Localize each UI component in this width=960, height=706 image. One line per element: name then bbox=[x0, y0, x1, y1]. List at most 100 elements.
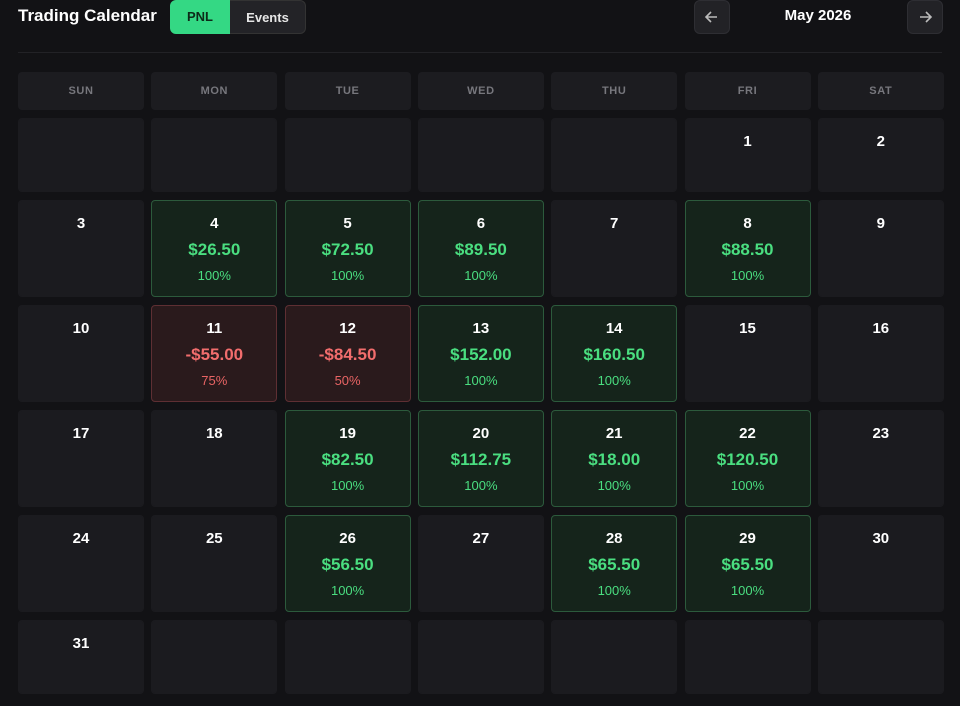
day-number: 1 bbox=[743, 133, 752, 150]
win-rate: 50% bbox=[334, 373, 361, 388]
day-pnl: $89.50 bbox=[454, 240, 507, 259]
weekday-header: THU bbox=[551, 72, 678, 110]
day-cell: 3 bbox=[18, 200, 144, 297]
day-number: 14 bbox=[605, 320, 623, 337]
weekday-header: FRI bbox=[684, 72, 811, 110]
day-cell: 8 $88.50 100% bbox=[684, 200, 811, 297]
win-rate: 100% bbox=[330, 583, 365, 598]
empty-cell bbox=[18, 118, 144, 192]
empty-cell bbox=[284, 118, 411, 192]
day-cell: 20 $112.75 100% bbox=[417, 410, 544, 507]
day-number: 9 bbox=[876, 215, 885, 232]
day-pnl: $120.50 bbox=[716, 450, 779, 469]
day-pnl: $152.00 bbox=[450, 345, 512, 364]
empty-cell bbox=[417, 620, 544, 694]
day-number: 21 bbox=[605, 425, 623, 442]
day-cell: 14 $160.50 100% bbox=[551, 305, 678, 402]
day-number: 28 bbox=[605, 530, 623, 547]
win-rate: 100% bbox=[197, 268, 231, 283]
day-number: 24 bbox=[72, 530, 90, 547]
day-cell: 25 bbox=[151, 515, 278, 612]
day-number: 12 bbox=[339, 320, 356, 337]
day-number: 2 bbox=[876, 133, 885, 150]
day-cell: 23 bbox=[817, 410, 944, 507]
win-rate: 75% bbox=[201, 373, 228, 388]
day-number: 3 bbox=[76, 215, 86, 232]
prev-month-button[interactable] bbox=[694, 0, 730, 34]
left-arrow-icon bbox=[704, 11, 717, 23]
day-number: 19 bbox=[339, 425, 356, 442]
day-cell: 12 -$84.50 50% bbox=[284, 305, 411, 402]
day-number: 7 bbox=[610, 215, 619, 232]
day-cell: 30 bbox=[817, 515, 944, 612]
day-number: 4 bbox=[210, 215, 219, 232]
day-cell: 24 bbox=[18, 515, 144, 612]
day-number: 11 bbox=[206, 320, 223, 337]
day-number: 8 bbox=[743, 215, 752, 232]
day-cell: 13 $152.00 100% bbox=[417, 305, 544, 402]
weekday-header: SUN bbox=[18, 72, 144, 110]
empty-cell bbox=[817, 620, 944, 694]
day-number: 6 bbox=[476, 215, 486, 232]
events-tab[interactable]: Events bbox=[230, 0, 306, 34]
day-number: 10 bbox=[72, 320, 90, 337]
header-separator bbox=[18, 52, 942, 53]
day-cell: 5 $72.50 100% bbox=[284, 200, 411, 297]
day-number: 5 bbox=[343, 215, 352, 232]
empty-cell bbox=[417, 118, 544, 192]
day-pnl: $65.50 bbox=[721, 555, 774, 574]
day-cell: 19 $82.50 100% bbox=[284, 410, 411, 507]
win-rate: 100% bbox=[597, 373, 631, 388]
weekday-header: WED bbox=[417, 72, 544, 110]
day-number: 16 bbox=[872, 320, 890, 337]
day-cell: 6 $89.50 100% bbox=[417, 200, 544, 297]
day-cell: 31 bbox=[18, 620, 144, 694]
day-number: 30 bbox=[872, 530, 890, 547]
day-number: 17 bbox=[72, 425, 90, 442]
next-month-button[interactable] bbox=[907, 0, 943, 34]
win-rate: 100% bbox=[464, 373, 498, 388]
win-rate: 100% bbox=[597, 583, 631, 598]
day-pnl: $72.50 bbox=[321, 240, 374, 259]
win-rate: 100% bbox=[464, 478, 498, 493]
page-title: Trading Calendar bbox=[18, 6, 157, 25]
empty-cell bbox=[151, 118, 278, 192]
day-number: 25 bbox=[205, 530, 223, 547]
day-cell: 26 $56.50 100% bbox=[284, 515, 411, 612]
day-number: 18 bbox=[205, 425, 223, 442]
pnl-tab[interactable]: PNL bbox=[170, 0, 230, 34]
day-cell: 27 bbox=[417, 515, 544, 612]
empty-cell bbox=[151, 620, 278, 694]
weekday-header: MON bbox=[151, 72, 278, 110]
win-rate: 100% bbox=[730, 583, 765, 598]
day-cell: 28 $65.50 100% bbox=[551, 515, 678, 612]
win-rate: 100% bbox=[330, 478, 365, 493]
day-cell: 10 bbox=[18, 305, 144, 402]
day-pnl: $82.50 bbox=[321, 450, 374, 469]
day-pnl: $56.50 bbox=[321, 555, 374, 574]
day-number: 31 bbox=[72, 635, 90, 652]
day-pnl: $88.50 bbox=[721, 240, 774, 259]
day-number: 22 bbox=[739, 425, 756, 442]
day-cell: 7 bbox=[551, 200, 678, 297]
day-pnl: $112.75 bbox=[450, 450, 512, 469]
day-cell: 1 bbox=[684, 118, 811, 192]
win-rate: 100% bbox=[730, 268, 765, 283]
day-number: 20 bbox=[472, 425, 490, 442]
win-rate: 100% bbox=[730, 478, 765, 493]
month-label: May 2026 bbox=[784, 7, 852, 24]
day-pnl: -$84.50 bbox=[318, 345, 377, 364]
day-cell: 9 bbox=[817, 200, 944, 297]
day-pnl: $65.50 bbox=[588, 555, 641, 574]
empty-cell bbox=[551, 620, 678, 694]
empty-cell bbox=[551, 118, 678, 192]
day-number: 26 bbox=[339, 530, 356, 547]
day-pnl: $160.50 bbox=[583, 345, 645, 364]
day-pnl: $26.50 bbox=[188, 240, 241, 259]
win-rate: 100% bbox=[330, 268, 365, 283]
day-cell: 21 $18.00 100% bbox=[551, 410, 678, 507]
day-cell: 29 $65.50 100% bbox=[684, 515, 811, 612]
day-cell: 4 $26.50 100% bbox=[151, 200, 278, 297]
day-cell: 11 -$55.00 75% bbox=[151, 305, 278, 402]
